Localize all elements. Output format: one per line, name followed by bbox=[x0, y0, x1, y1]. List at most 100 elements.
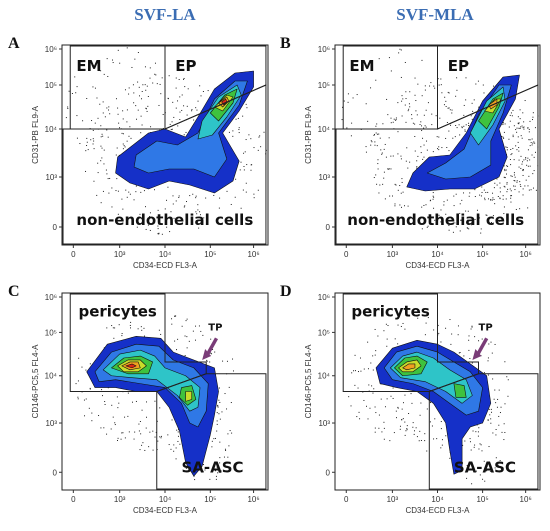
event-dot bbox=[152, 315, 154, 317]
event-dot bbox=[141, 329, 143, 331]
event-dot bbox=[115, 154, 117, 156]
event-dot bbox=[405, 430, 407, 432]
event-dot bbox=[178, 79, 180, 81]
x-tick-label: 10⁴ bbox=[431, 495, 444, 504]
event-dot bbox=[397, 189, 399, 191]
event-dot bbox=[457, 325, 459, 327]
event-dot bbox=[100, 160, 102, 162]
event-dot bbox=[91, 120, 93, 122]
event-dot bbox=[448, 150, 450, 152]
event-dot bbox=[474, 444, 476, 446]
event-dot bbox=[159, 83, 161, 85]
event-dot bbox=[483, 372, 485, 374]
event-dot bbox=[402, 322, 404, 324]
event-dot bbox=[414, 135, 416, 137]
event-dot bbox=[451, 112, 453, 114]
event-dot bbox=[463, 355, 465, 357]
event-dot bbox=[202, 91, 204, 93]
event-dot bbox=[423, 156, 425, 158]
event-dot bbox=[157, 233, 159, 235]
event-dot bbox=[449, 109, 451, 111]
x-tick-label: 10⁴ bbox=[159, 250, 172, 259]
event-dot bbox=[352, 97, 354, 99]
y-axis-label: CD31-PB FL9-A bbox=[304, 105, 313, 163]
event-dot bbox=[141, 90, 143, 92]
event-dot bbox=[171, 318, 173, 320]
event-dot bbox=[178, 195, 180, 197]
event-dot bbox=[449, 457, 451, 459]
event-dot bbox=[211, 353, 213, 355]
event-dot bbox=[522, 127, 524, 129]
event-dot bbox=[433, 85, 435, 87]
event-dot bbox=[504, 431, 506, 433]
event-dot bbox=[218, 207, 220, 209]
event-dot bbox=[456, 77, 458, 79]
event-dot bbox=[158, 232, 160, 234]
event-dot bbox=[230, 402, 232, 404]
y-tick-label: 10⁴ bbox=[45, 125, 58, 134]
event-dot bbox=[529, 120, 531, 122]
event-dot bbox=[479, 474, 481, 476]
event-dot bbox=[134, 58, 136, 60]
event-dot bbox=[92, 143, 94, 145]
event-dot bbox=[490, 198, 492, 200]
event-dot bbox=[386, 398, 388, 400]
event-dot bbox=[416, 114, 418, 116]
event-dot bbox=[156, 83, 158, 85]
event-dot bbox=[519, 109, 521, 111]
event-dot bbox=[469, 441, 471, 443]
event-dot bbox=[218, 413, 220, 415]
event-dot bbox=[421, 130, 423, 132]
event-dot bbox=[75, 92, 77, 94]
event-dot bbox=[424, 433, 426, 435]
event-dot bbox=[408, 108, 410, 110]
event-dot bbox=[421, 125, 423, 127]
event-dot bbox=[522, 169, 524, 171]
event-dot bbox=[486, 214, 488, 216]
event-dot bbox=[114, 422, 116, 424]
event-dot bbox=[427, 102, 429, 104]
event-dot bbox=[477, 80, 479, 82]
event-dot bbox=[206, 359, 208, 361]
event-dot bbox=[378, 133, 380, 135]
event-dot bbox=[427, 317, 429, 319]
event-dot bbox=[400, 325, 402, 327]
event-dot bbox=[117, 439, 119, 441]
event-dot bbox=[388, 168, 390, 170]
event-dot bbox=[145, 107, 147, 109]
event-dot bbox=[407, 110, 409, 112]
event-dot bbox=[91, 412, 93, 414]
event-dot bbox=[130, 137, 132, 139]
event-dot bbox=[516, 180, 518, 182]
event-dot bbox=[527, 185, 529, 187]
event-dot bbox=[494, 203, 496, 205]
event-dot bbox=[438, 136, 440, 138]
event-dot bbox=[71, 93, 73, 95]
event-dot bbox=[189, 195, 191, 197]
event-dot bbox=[502, 198, 504, 200]
event-dot bbox=[374, 354, 376, 356]
event-dot bbox=[175, 222, 177, 224]
event-dot bbox=[424, 125, 426, 127]
event-dot bbox=[376, 123, 378, 125]
event-dot bbox=[375, 174, 377, 176]
event-dot bbox=[405, 91, 407, 93]
event-dot bbox=[490, 341, 492, 343]
event-dot bbox=[432, 192, 434, 194]
event-dot bbox=[358, 411, 360, 413]
event-dot bbox=[490, 408, 492, 410]
event-dot bbox=[426, 226, 428, 228]
event-dot bbox=[128, 431, 130, 433]
event-dot bbox=[177, 100, 179, 102]
x-tick-label: 10³ bbox=[387, 250, 399, 259]
event-dot bbox=[140, 326, 142, 328]
event-dot bbox=[500, 406, 502, 408]
event-dot bbox=[195, 217, 197, 219]
event-dot bbox=[146, 85, 148, 87]
event-dot bbox=[478, 448, 480, 450]
event-dot bbox=[186, 336, 188, 338]
event-dot bbox=[376, 183, 378, 185]
y-tick-label: 10⁵ bbox=[318, 328, 330, 337]
event-dot bbox=[417, 83, 419, 85]
event-dot bbox=[359, 418, 361, 420]
